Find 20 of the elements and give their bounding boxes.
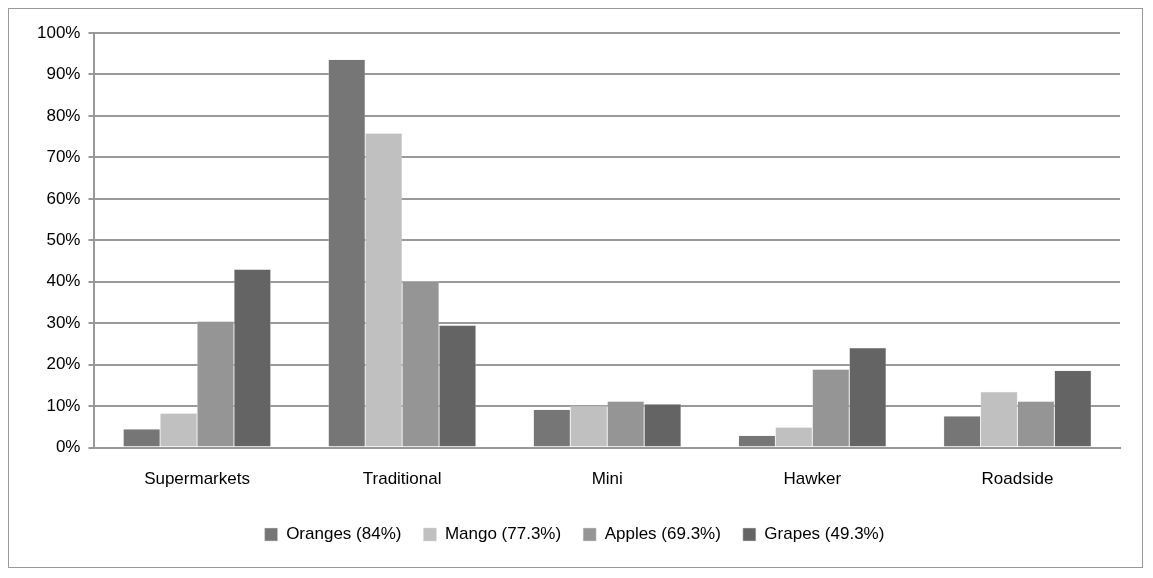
y-tick-label: 30%	[46, 312, 81, 332]
y-tick-label: 10%	[46, 395, 81, 415]
legend-label: Apples (69.3%)	[604, 524, 721, 544]
legend-label: Grapes (49.3%)	[764, 524, 885, 544]
y-tick-label: 70%	[46, 147, 81, 167]
x-tick-label: Hawker	[783, 469, 842, 489]
legend-label: Oranges (84%)	[286, 524, 402, 544]
y-tick-label: 90%	[46, 64, 81, 84]
y-tick-label: 40%	[46, 271, 81, 291]
y-tick-label: 100%	[37, 22, 81, 42]
y-tick-label: 60%	[46, 188, 81, 208]
y-tick-label: 50%	[46, 229, 81, 249]
x-tick-label: Supermarkets	[144, 469, 250, 489]
legend-label: Mango (77.3%)	[444, 524, 562, 544]
x-tick-label: Mini	[591, 469, 623, 489]
y-tick-label: 80%	[46, 105, 81, 125]
x-tick-label: Roadside	[981, 469, 1054, 489]
x-tick-label: Traditional	[362, 469, 442, 489]
y-tick-label: 0%	[55, 437, 81, 457]
y-tick-label: 20%	[46, 354, 81, 374]
